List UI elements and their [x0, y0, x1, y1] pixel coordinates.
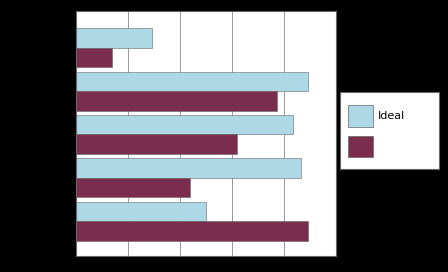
Bar	[76, 72, 308, 91]
Bar	[76, 178, 190, 197]
Bar	[76, 48, 112, 67]
Bar	[76, 202, 206, 221]
Bar	[76, 134, 237, 154]
Bar	[76, 221, 308, 240]
FancyBboxPatch shape	[349, 106, 373, 127]
Text: Ideal: Ideal	[378, 111, 405, 121]
Bar	[76, 91, 277, 110]
Bar	[76, 28, 152, 48]
FancyBboxPatch shape	[349, 136, 373, 157]
Bar	[76, 158, 301, 178]
Bar	[76, 115, 293, 134]
